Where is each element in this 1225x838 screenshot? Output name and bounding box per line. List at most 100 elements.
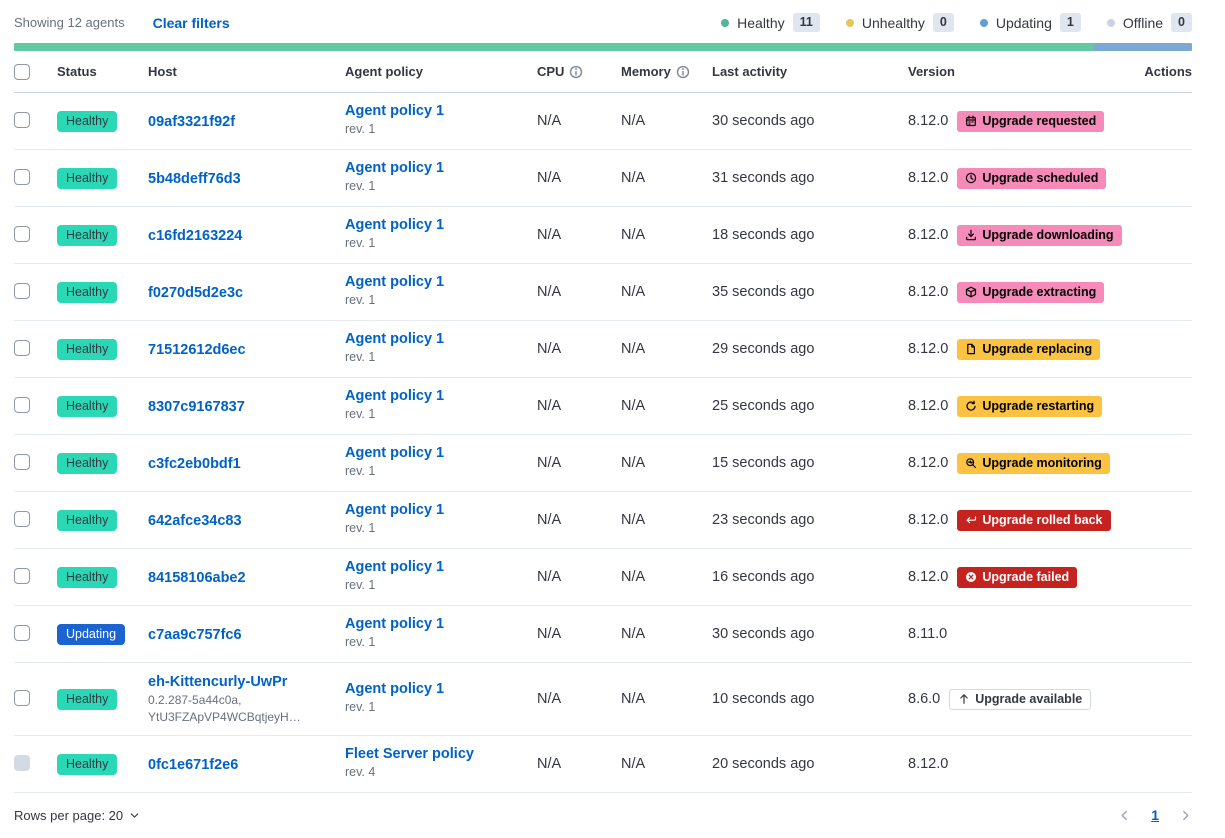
host-link[interactable]: 84158106abe2 bbox=[148, 569, 246, 586]
policy-link[interactable]: Agent policy 1 bbox=[345, 274, 445, 291]
row-checkbox[interactable] bbox=[14, 225, 30, 242]
info-icon[interactable] bbox=[676, 65, 690, 79]
upgrade-status-badge: Upgrade scheduled bbox=[957, 167, 1107, 189]
status-badge: Healthy bbox=[57, 110, 118, 132]
host-link[interactable]: 71512612d6ec bbox=[148, 341, 246, 358]
policy-link[interactable]: Agent policy 1 bbox=[345, 217, 445, 234]
agent-version: 8.12.0 bbox=[908, 227, 949, 243]
status-badge: Healthy bbox=[57, 281, 118, 303]
table-row: Healthy 0fc1e671f2e6 Fleet Server policy… bbox=[14, 736, 1192, 793]
host-link[interactable]: 0fc1e671f2e6 bbox=[148, 756, 239, 773]
host-link[interactable]: c7aa9c757fc6 bbox=[148, 626, 242, 643]
row-checkbox[interactable] bbox=[14, 396, 30, 413]
document-icon bbox=[965, 343, 977, 355]
policy-link[interactable]: Agent policy 1 bbox=[345, 103, 445, 120]
clear-filters-link[interactable]: Clear filters bbox=[152, 14, 230, 31]
row-checkbox[interactable] bbox=[14, 624, 30, 641]
agents-toolbar: Showing 12 agents Clear filters Healthy … bbox=[14, 0, 1192, 43]
policy-revision: rev. 1 bbox=[345, 236, 376, 251]
upgrade-badge-label: Upgrade failed bbox=[982, 570, 1070, 584]
row-checkbox[interactable] bbox=[14, 510, 30, 527]
row-checkbox[interactable] bbox=[14, 111, 30, 128]
row-checkbox[interactable] bbox=[14, 689, 30, 706]
page-number-1[interactable]: 1 bbox=[1151, 807, 1159, 823]
table-row: Healthy 5b48deff76d3 Agent policy 1 rev.… bbox=[14, 150, 1192, 207]
policy-link[interactable]: Agent policy 1 bbox=[345, 445, 445, 462]
policy-revision: rev. 1 bbox=[345, 293, 376, 308]
legend-item: Unhealthy 0 bbox=[845, 13, 954, 32]
policy-revision: rev. 1 bbox=[345, 464, 376, 479]
previous-page-button[interactable] bbox=[1118, 809, 1131, 822]
upgrade-status-badge: Upgrade failed bbox=[957, 566, 1078, 588]
policy-link[interactable]: Agent policy 1 bbox=[345, 388, 445, 405]
host-link[interactable]: c16fd2163224 bbox=[148, 227, 243, 244]
status-badge: Healthy bbox=[57, 167, 118, 189]
table-row: Healthy 84158106abe2 Agent policy 1 rev.… bbox=[14, 549, 1192, 606]
memory-value: N/A bbox=[621, 341, 646, 357]
host-link[interactable]: f0270d5d2e3c bbox=[148, 284, 244, 301]
policy-revision: rev. 1 bbox=[345, 122, 376, 137]
next-page-button[interactable] bbox=[1179, 809, 1192, 822]
upgrade-badge-label: Upgrade requested bbox=[982, 114, 1097, 128]
last-activity: 35 seconds ago bbox=[712, 284, 815, 300]
status-badge: Healthy bbox=[57, 509, 118, 531]
upgrade-status-badge: Upgrade available bbox=[949, 688, 1092, 710]
table-footer: Rows per page: 20 1 bbox=[14, 807, 1192, 823]
row-checkbox[interactable] bbox=[14, 282, 30, 299]
legend-label: Updating bbox=[995, 14, 1052, 31]
policy-link[interactable]: Agent policy 1 bbox=[345, 559, 445, 576]
agent-count-text: Showing 12 agents bbox=[14, 15, 125, 30]
agent-version: 8.12.0 bbox=[908, 756, 949, 772]
upgrade-status-badge: Upgrade downloading bbox=[957, 224, 1122, 246]
policy-link[interactable]: Agent policy 1 bbox=[345, 331, 445, 348]
agent-status-bar bbox=[14, 43, 1192, 51]
cpu-value: N/A bbox=[537, 398, 562, 414]
select-all-checkbox[interactable] bbox=[14, 63, 30, 80]
agent-version: 8.12.0 bbox=[908, 398, 949, 414]
row-checkbox[interactable] bbox=[14, 567, 30, 584]
unhealthy-status-dot bbox=[845, 18, 854, 27]
upgrade-status-badge: Upgrade restarting bbox=[957, 395, 1103, 417]
cpu-value: N/A bbox=[537, 284, 562, 300]
agent-version: 8.11.0 bbox=[908, 626, 948, 642]
policy-link[interactable]: Fleet Server policy bbox=[345, 746, 474, 763]
policy-link[interactable]: Agent policy 1 bbox=[345, 681, 445, 698]
policy-link[interactable]: Agent policy 1 bbox=[345, 160, 445, 177]
status-badge: Updating bbox=[57, 623, 126, 645]
legend-count-badge: 1 bbox=[1059, 13, 1081, 32]
legend-label: Unhealthy bbox=[861, 14, 925, 31]
cpu-value: N/A bbox=[537, 569, 562, 585]
upgrade-badge-label: Upgrade rolled back bbox=[982, 513, 1103, 527]
host-link[interactable]: 8307c9167837 bbox=[148, 398, 245, 415]
column-header-cpu: CPU bbox=[537, 64, 565, 79]
row-checkbox[interactable] bbox=[14, 339, 30, 356]
updating-status-dot bbox=[979, 18, 988, 27]
upgrade-badge-label: Upgrade extracting bbox=[982, 285, 1097, 299]
rows-per-page-selector[interactable]: Rows per page: 20 bbox=[14, 808, 140, 823]
host-link[interactable]: 5b48deff76d3 bbox=[148, 170, 241, 187]
last-activity: 30 seconds ago bbox=[712, 113, 815, 129]
policy-revision: rev. 1 bbox=[345, 179, 376, 194]
info-icon[interactable] bbox=[569, 65, 583, 79]
host-link[interactable]: eh-Kittencurly-UwPr bbox=[148, 673, 288, 690]
legend-label: Offline bbox=[1122, 14, 1164, 31]
policy-link[interactable]: Agent policy 1 bbox=[345, 502, 445, 519]
refresh-icon bbox=[965, 400, 977, 412]
host-link[interactable]: 642afce34c83 bbox=[148, 512, 242, 529]
row-checkbox[interactable] bbox=[14, 168, 30, 185]
upgrade-status-badge: Upgrade requested bbox=[957, 110, 1105, 132]
table-row: Updating c7aa9c757fc6 Agent policy 1 rev… bbox=[14, 606, 1192, 663]
policy-link[interactable]: Agent policy 1 bbox=[345, 616, 445, 633]
calendar-icon bbox=[965, 115, 977, 127]
memory-value: N/A bbox=[621, 227, 646, 243]
memory-value: N/A bbox=[621, 398, 646, 414]
row-checkbox bbox=[14, 754, 30, 771]
agent-version: 8.12.0 bbox=[908, 341, 949, 357]
host-link[interactable]: 09af3321f92f bbox=[148, 113, 236, 130]
agent-version: 8.12.0 bbox=[908, 284, 949, 300]
last-activity: 25 seconds ago bbox=[712, 398, 815, 414]
host-link[interactable]: c3fc2eb0bdf1 bbox=[148, 455, 241, 472]
last-activity: 30 seconds ago bbox=[712, 626, 815, 642]
row-checkbox[interactable] bbox=[14, 453, 30, 470]
